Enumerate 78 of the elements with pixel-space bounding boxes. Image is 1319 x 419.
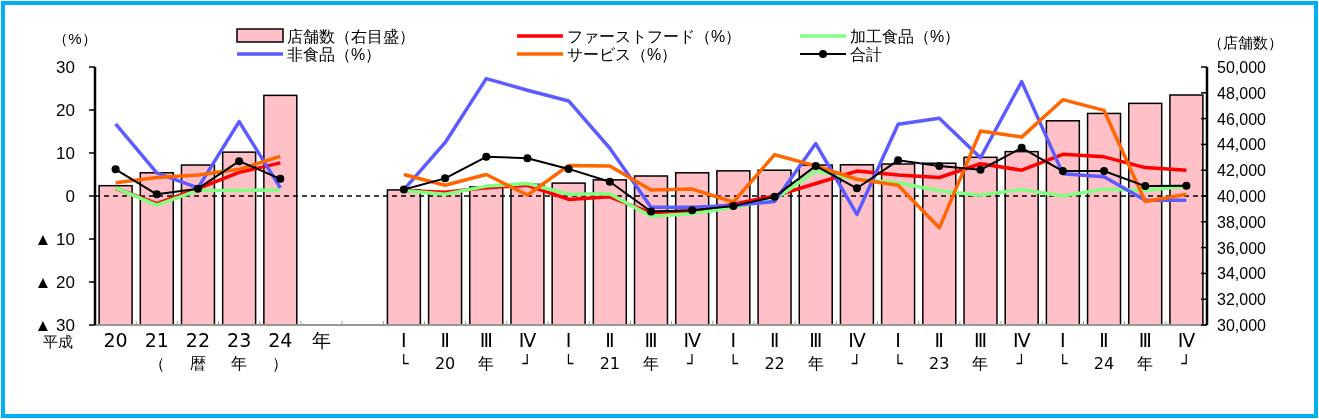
point — [1058, 167, 1067, 176]
x-tick-label: 年 — [312, 329, 332, 351]
legend-label: 非食品（%） — [287, 46, 382, 63]
y-tick-label: 0 — [65, 187, 75, 206]
y2-tick-label: 30,000 — [1217, 317, 1267, 334]
x-tick-label: Ⅲ 年 — [643, 329, 659, 373]
legend-label: ファーストフード（%） — [567, 28, 742, 45]
point — [770, 192, 779, 201]
point — [441, 174, 450, 183]
x-tick-label: Ⅲ 年 — [478, 329, 495, 373]
y2-tick-label: 36,000 — [1217, 239, 1267, 257]
x-tick-label: Ⅱ 22 — [764, 329, 785, 373]
y-axis-title: （%） — [53, 30, 97, 47]
x-tick-label: Ⅱ 20 — [434, 329, 456, 373]
point — [523, 154, 532, 163]
x-tick-label: Ⅳ ┘ — [518, 329, 537, 373]
point — [935, 161, 944, 170]
point — [276, 174, 285, 183]
x-tick-label: 22 暦 — [185, 329, 211, 373]
x-tick-label: Ⅳ ┘ — [1012, 329, 1031, 373]
point — [152, 190, 161, 199]
y-tick-label: 10 — [56, 144, 75, 163]
point — [852, 184, 861, 193]
y2-tick-label: 42,000 — [1217, 162, 1267, 180]
point — [688, 206, 697, 215]
y2-tick-label: 34,000 — [1217, 265, 1267, 283]
x-tick-label: Ⅳ ┘ — [683, 329, 702, 373]
x-tick-label: Ⅰ └ — [399, 329, 410, 373]
x-tick-label: Ⅱ 23 — [929, 329, 950, 373]
x-tick-label: Ⅰ └ — [563, 329, 574, 373]
x-tick-label: Ⅲ 年 — [1137, 329, 1154, 373]
x-tick-label: 24 ） — [268, 329, 293, 373]
point — [1100, 167, 1109, 176]
x-tick-label: 21 （ — [144, 329, 169, 373]
y2-tick-label: 50,000 — [1217, 59, 1267, 76]
y2-tick-label: 32,000 — [1217, 291, 1267, 309]
point — [564, 164, 573, 173]
x-tick-label: 20 — [103, 329, 128, 351]
point — [111, 165, 120, 174]
x-tick-label: Ⅱ 24 — [1093, 329, 1115, 373]
y-tick-label: ▲ 10 — [34, 230, 75, 249]
x-tick-label: 23 年 — [227, 329, 252, 373]
point — [1141, 182, 1150, 191]
legend-label: 店舗数（右目盛） — [287, 28, 415, 45]
y2-tick-label: 48,000 — [1217, 84, 1267, 102]
text: 平成 — [43, 333, 73, 350]
y2-tick-label: 46,000 — [1217, 110, 1267, 128]
y-tick-label: ▲ 30 — [34, 316, 75, 335]
point — [1182, 181, 1191, 190]
y2-tick-label: 38,000 — [1217, 213, 1267, 231]
point — [193, 184, 202, 193]
y2-tick-label: 40,000 — [1217, 188, 1267, 205]
y2-tick-label: 44,000 — [1217, 136, 1267, 154]
y2-axis-title: （店舗数） — [1207, 34, 1283, 51]
y-tick-label: 20 — [56, 101, 75, 120]
legend-label: サービス（%） — [567, 46, 678, 63]
point — [482, 152, 491, 161]
x-tick-label: Ⅰ └ — [728, 329, 739, 373]
x-tick-label: Ⅰ └ — [893, 329, 904, 373]
x-tick-label: Ⅳ ┘ — [848, 329, 867, 373]
point — [976, 165, 985, 174]
x-tick-label: Ⅲ 年 — [972, 329, 989, 373]
legend-label: 加工食品（%） — [850, 28, 961, 45]
point — [647, 207, 655, 216]
point — [605, 177, 614, 186]
y-tick-label: 30 — [56, 58, 75, 77]
point — [894, 156, 903, 165]
point — [811, 161, 820, 170]
point — [1017, 143, 1026, 152]
legend-label: 合計 — [850, 46, 882, 63]
point — [729, 201, 738, 210]
x-tick-label: Ⅳ ┘ — [1177, 329, 1196, 373]
x-tick-label: Ⅲ 年 — [807, 329, 824, 373]
point — [399, 185, 408, 194]
point — [235, 157, 244, 166]
x-tick-label: Ⅱ 21 — [599, 329, 620, 373]
x-tick-label: Ⅰ └ — [1058, 329, 1069, 373]
y-tick-label: ▲ 20 — [34, 273, 75, 292]
